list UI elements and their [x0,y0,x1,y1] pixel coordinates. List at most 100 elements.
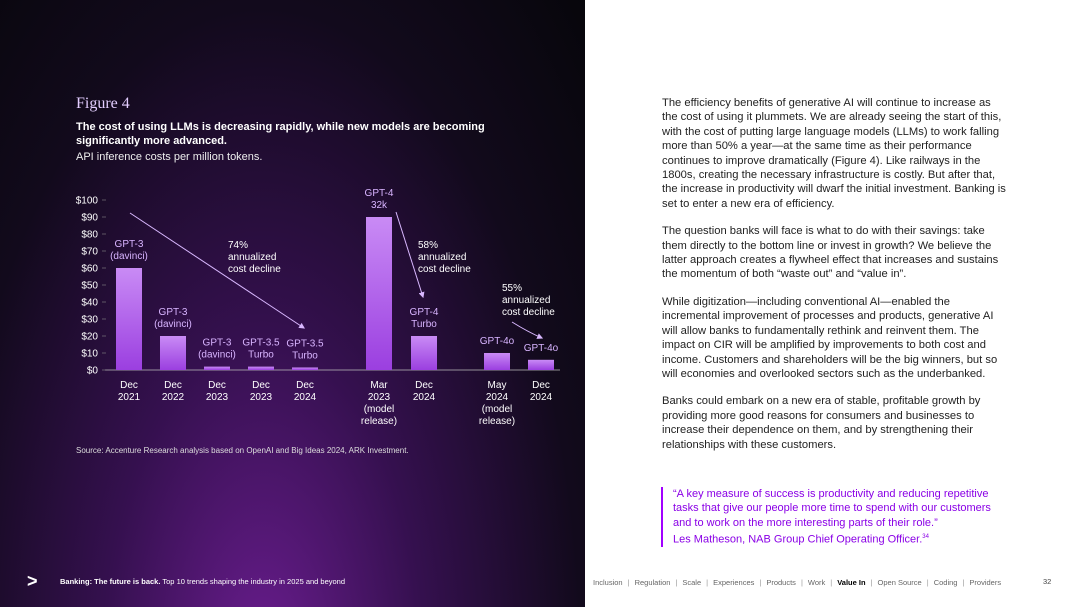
figure-label: Figure 4 [76,95,130,112]
nav-item[interactable]: Regulation [623,578,671,587]
trend-arrow [395,211,425,299]
bar-label: GPT-4 [365,188,394,199]
bar [160,336,186,370]
bar [248,366,274,370]
x-tick-label: Dec [120,380,138,391]
x-tick-label: (model [482,404,513,415]
bar-label: Turbo [248,350,274,361]
bar-label: (davinci) [110,251,148,262]
x-tick-label: Dec [164,380,182,391]
nav-item[interactable]: Experiences [701,578,754,587]
bar [292,367,318,370]
x-tick-label: 2024 [413,392,436,403]
x-tick-label: 2023 [250,392,273,403]
bar-label: (davinci) [198,350,236,361]
quote: “A key measure of success is productivit… [661,487,1003,548]
footnote: 34 [922,534,929,541]
annotation: 58% [418,240,438,251]
annotation: annualized [228,252,276,263]
annotation: cost decline [418,264,471,275]
x-tick-label: 2024 [486,392,509,403]
trend-arrow [129,212,306,329]
bar-label: GPT-4o [524,343,559,354]
x-tick-label: May [488,380,507,391]
y-tick-label: $50 [81,281,98,292]
paragraph: The efficiency benefits of generative AI… [662,97,1006,210]
x-tick-label: release) [479,416,515,427]
bar-label: GPT-4 [410,307,439,318]
y-tick-label: $0 [87,366,99,377]
y-tick-label: $80 [81,230,98,241]
bar [366,217,392,370]
bar-label: GPT-3.5 [286,338,324,349]
nav-item[interactable]: Coding [922,578,958,587]
x-tick-label: Dec [415,380,433,391]
nav-item[interactable]: Value In [825,578,865,587]
bar-label: GPT-4o [480,336,515,347]
x-tick-label: Dec [208,380,226,391]
paragraph: While digitization—including conventiona… [662,295,998,380]
x-tick-label: Dec [532,380,550,391]
body-text: The efficiency benefits of generative AI… [662,96,1007,465]
page-number: 32 [1043,577,1052,586]
attribution: Les Matheson, NAB Group Chief Operating … [673,530,1003,547]
bar-label: GPT-3 [159,307,188,318]
x-tick-label: 2023 [206,392,229,403]
nav-item[interactable]: Work [796,578,825,587]
annotation: cost decline [502,307,555,318]
source: Source: Accenture Research analysis base… [76,446,409,455]
nav-item[interactable]: Scale [670,578,701,587]
quote-text: “A key measure of success is productivit… [673,488,991,529]
y-tick-label: $60 [81,264,98,275]
bar [116,268,142,370]
y-tick-label: $40 [81,298,98,309]
trend-arrow [511,321,544,339]
x-tick-label: 2024 [294,392,317,403]
bar-label: GPT-3.5 [242,338,280,349]
bar-label: Turbo [411,319,437,330]
report-rest: Top 10 trends shaping the industry in 20… [162,577,346,586]
nav-item[interactable]: Open Source [866,578,922,587]
nav-item[interactable]: Inclusion [593,578,623,587]
bar [528,359,554,370]
x-tick-label: release) [361,416,397,427]
bar [484,353,510,370]
chart-subtitle: API inference costs per million tokens. [76,151,263,163]
y-tick-label: $30 [81,315,98,326]
nav-item[interactable]: Providers [957,578,1001,587]
footer-report: Banking: The future is back. Top 10 tren… [60,577,345,586]
bar-label: (davinci) [154,319,192,330]
paragraph: The question banks will face is what to … [662,225,999,281]
y-tick-label: $70 [81,247,98,258]
dark-panel [0,0,585,607]
annotation: annualized [502,295,550,306]
annotation: 55% [502,283,522,294]
bar-label: GPT-3 [203,338,232,349]
annotation: annualized [418,252,466,263]
x-tick-label: 2021 [118,392,141,403]
paragraph: Banks could embark on a new era of stabl… [662,395,981,451]
report-bold: Banking: The future is back. [60,577,161,586]
bar [204,366,230,370]
logo: > [27,571,38,591]
chart-title: The cost of using LLMs is decreasing rap… [76,121,485,147]
nav-item[interactable]: Products [754,578,796,587]
x-tick-label: 2023 [368,392,391,403]
x-tick-label: Dec [296,380,314,391]
x-tick-label: Dec [252,380,270,391]
x-tick-label: 2022 [162,392,185,403]
bar [411,336,437,370]
x-tick-label: (model [364,404,395,415]
y-tick-label: $90 [81,213,98,224]
y-tick-label: $20 [81,332,98,343]
y-tick-label: $10 [81,349,98,360]
x-tick-label: Mar [370,380,388,391]
bar-label: 32k [371,200,388,211]
y-tick-label: $100 [76,196,99,207]
attribution-text: Les Matheson, NAB Group Chief Operating … [673,533,923,546]
chart: $0$10$20$30$40$50$60$70$80$90$100Dec2021… [76,188,560,427]
annotation: 74% [228,240,248,251]
annotation: cost decline [228,264,281,275]
x-tick-label: 2024 [530,392,553,403]
